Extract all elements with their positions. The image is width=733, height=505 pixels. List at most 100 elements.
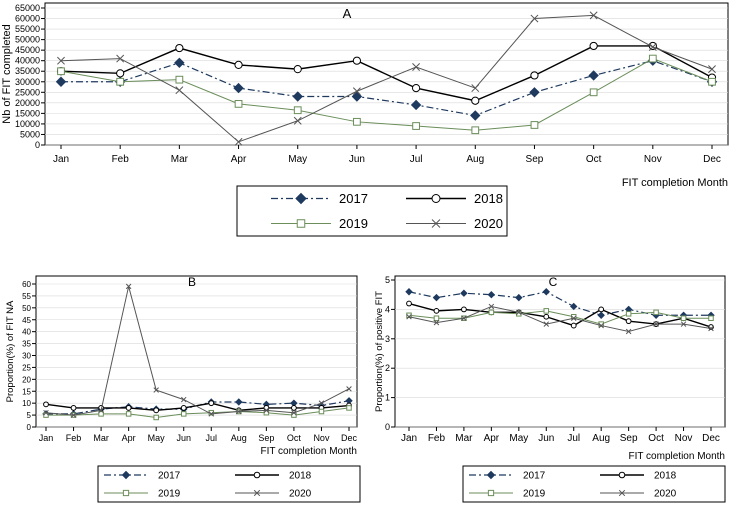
plot-frame: [35, 275, 358, 428]
legend-marker: [618, 489, 626, 497]
legend-item-2018: 2018: [406, 191, 503, 206]
data-point-2020: [116, 54, 125, 63]
data-point-2018: [43, 401, 49, 408]
y-tick-label: 40000: [15, 56, 40, 66]
y-tick-label: 4: [385, 304, 390, 314]
x-tick-label: Aug: [466, 154, 484, 165]
x-tick-label: Sep: [620, 433, 638, 444]
y-tick-label: 60000: [15, 14, 40, 24]
y-tick-label: 2: [385, 363, 390, 373]
data-point-2020: [153, 387, 159, 393]
data-point-2019: [43, 412, 49, 418]
data-point-2019: [708, 77, 716, 86]
x-tick-label: Feb: [112, 154, 130, 165]
legend-item-2017: 2017: [271, 191, 368, 206]
legend-marker: [431, 219, 441, 228]
x-tick-label: Nov: [644, 154, 662, 165]
data-point-2017: [235, 398, 243, 406]
y-tick-label: 35000: [15, 66, 40, 76]
data-point-2017: [410, 99, 422, 111]
data-point-2017: [597, 311, 605, 319]
data-point-2020: [530, 14, 539, 23]
x-tick-label: May: [148, 433, 166, 443]
y-tick-label: 0: [35, 140, 40, 150]
legend-label: 2017: [339, 191, 368, 206]
y-tick-label: 60: [22, 280, 31, 289]
data-point-2019: [530, 121, 539, 129]
data-point-2018: [411, 83, 421, 93]
chart-panel-b: 0 5 10 15 20 25 30 35 40 45 50 55 60 Jan Feb Mar Apr May J…: [5, 275, 361, 503]
data-point-2017: [515, 293, 523, 302]
data-point-2018: [291, 405, 297, 411]
x-tick-label: Apr: [231, 154, 247, 165]
legend: 2017 2018 2019 2020: [97, 465, 361, 503]
legend-item-2019: 2019: [469, 489, 546, 500]
data-point-2018: [70, 405, 77, 411]
data-point-2019: [648, 54, 657, 63]
data-point-2019: [318, 408, 325, 415]
data-point-2017: [405, 288, 413, 296]
legend-marker: [296, 219, 306, 228]
series-line-2018: [45, 402, 350, 412]
data-point-2017: [487, 290, 496, 299]
data-point-2020: [412, 63, 421, 71]
data-point-2019: [180, 411, 187, 417]
data-point-2019: [153, 414, 159, 421]
data-point-2020: [180, 396, 187, 403]
data-point-2019: [570, 314, 577, 320]
x-tick-label: Jan: [401, 433, 417, 444]
y-tick-label: 5: [385, 275, 390, 285]
data-point-2018: [530, 71, 539, 80]
data-point-2019: [589, 88, 598, 97]
data-point-2019: [598, 321, 604, 327]
x-tick-label: Mar: [93, 433, 109, 443]
data-point-2020: [708, 65, 716, 74]
data-point-2020: [43, 409, 49, 416]
x-tick-label: Jul: [410, 154, 423, 165]
data-point-2018: [293, 65, 302, 74]
legend-marker: [486, 470, 496, 480]
y-axis-label: Nb of FIT completed: [1, 24, 13, 123]
data-point-2019: [708, 315, 714, 321]
data-point-2020: [461, 315, 467, 321]
legend-label: 2018: [654, 471, 677, 482]
data-point-2020: [433, 319, 440, 326]
x-tick-label: May: [509, 433, 528, 444]
legend-marker: [487, 489, 495, 497]
legend-marker: [618, 471, 626, 479]
x-tick-label: Mar: [171, 154, 189, 165]
legend-marker: [253, 489, 261, 497]
x-tick-label: Oct: [586, 154, 602, 165]
data-point-2019: [406, 312, 412, 319]
data-point-2020: [263, 407, 270, 414]
x-tick-label: Jul: [206, 433, 218, 443]
x-tick-label: Jul: [567, 433, 580, 444]
data-point-2019: [433, 315, 440, 321]
legend-item-2019: 2019: [271, 216, 368, 231]
series-line-2019: [408, 310, 711, 325]
data-point-2020: [236, 408, 242, 415]
x-tick-label: Jan: [39, 433, 54, 443]
data-point-2019: [293, 106, 302, 115]
series-line-2018: [60, 45, 713, 102]
data-point-2020: [70, 412, 77, 418]
chart-title: A: [343, 6, 352, 21]
data-point-2017: [351, 91, 363, 102]
data-point-2019: [291, 412, 297, 418]
series-2020: [406, 303, 714, 335]
y-tick-label: 35: [22, 340, 31, 349]
legend-marker: [122, 489, 130, 497]
legend-marker: [121, 470, 131, 480]
series-line-2019: [46, 407, 350, 418]
y-axis-label: Proportion(%) of FIT NA: [5, 300, 16, 402]
data-point-2020: [234, 137, 243, 146]
data-point-2019: [543, 308, 550, 314]
legend-box: [462, 465, 726, 503]
x-tick-label: Oct: [648, 433, 664, 444]
y-tick-label: 20000: [15, 98, 40, 108]
data-point-2017: [432, 293, 441, 302]
series-2020: [43, 283, 352, 418]
series-line-2020: [45, 286, 350, 416]
data-point-2020: [708, 325, 714, 332]
legend-box: [97, 465, 361, 503]
